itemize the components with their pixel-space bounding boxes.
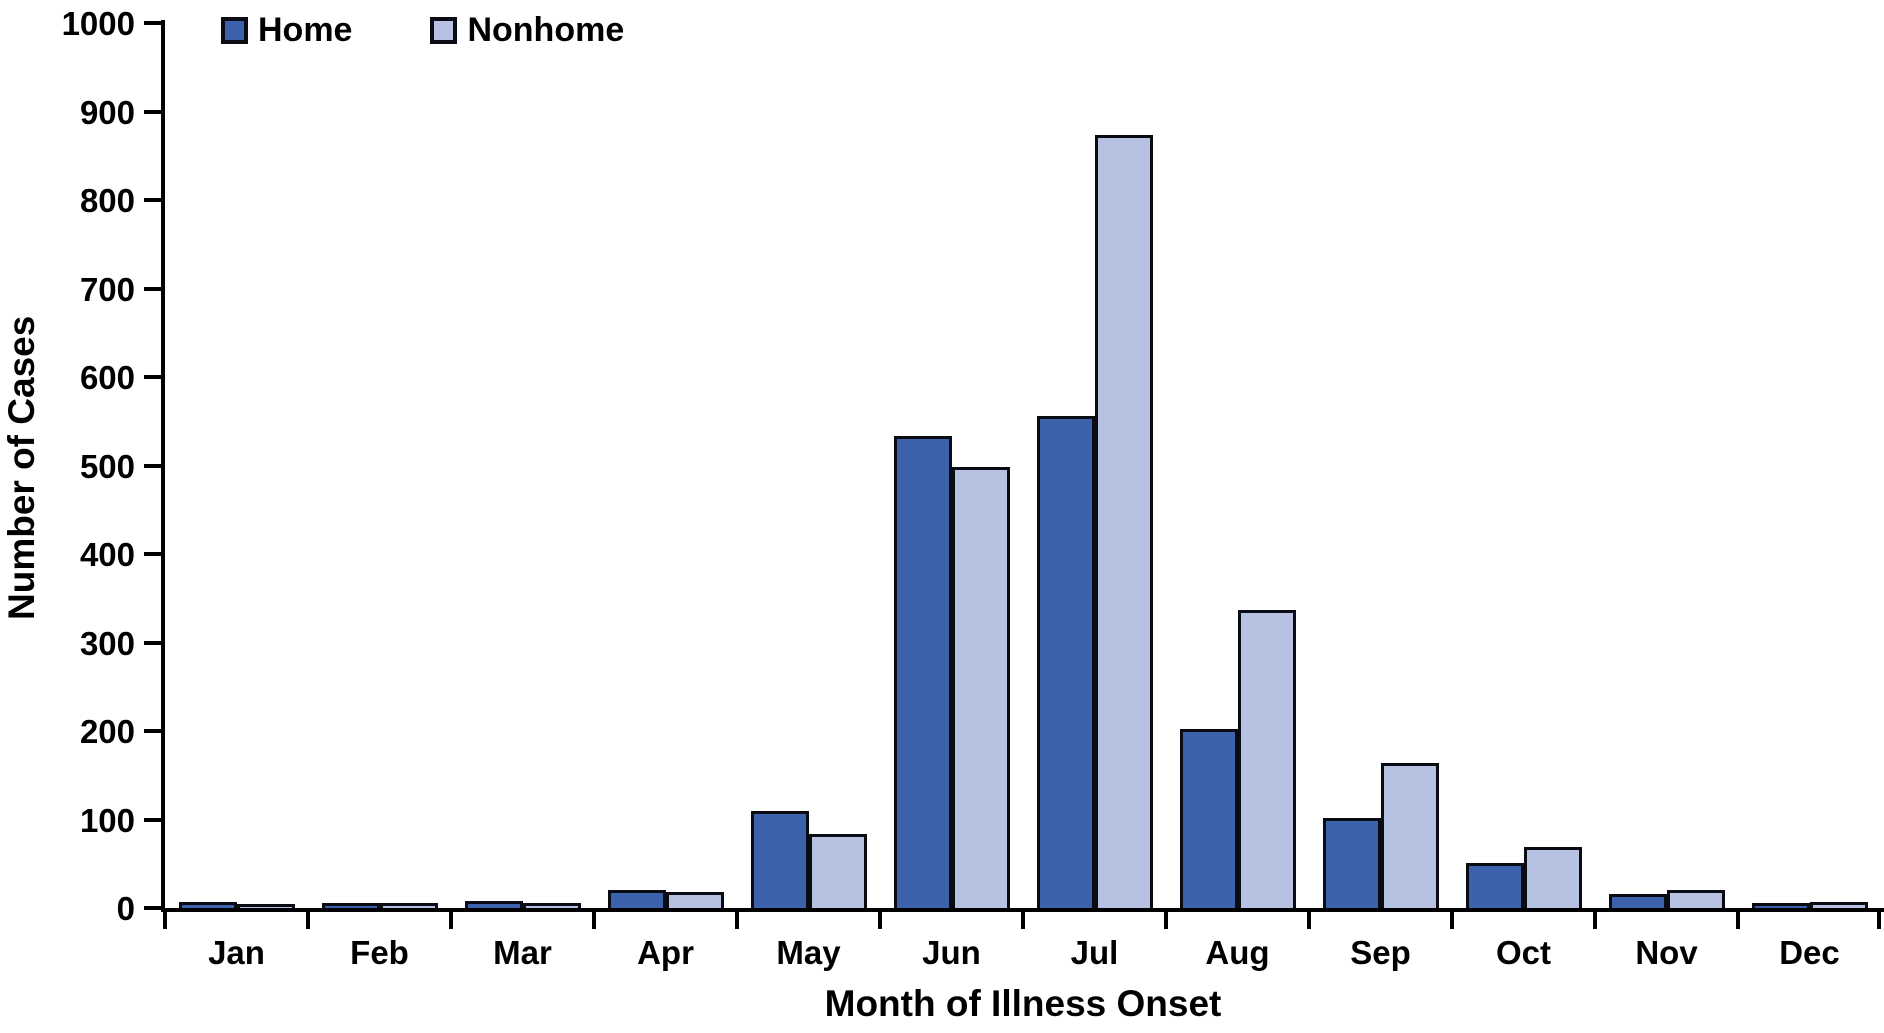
y-tick-label-900: 900 (79, 93, 135, 131)
x-category-label-oct: Oct (1495, 934, 1551, 971)
x-tick-5 (878, 912, 882, 929)
y-tick-1000 (144, 21, 161, 25)
y-tick-400 (144, 552, 161, 556)
y-tick-label-0: 0 (116, 890, 135, 927)
x-category-label-sep: Sep (1350, 934, 1411, 971)
bar-nonhome-dec (1809, 902, 1868, 908)
y-tick-0 (144, 906, 161, 910)
y-tick-300 (144, 640, 161, 645)
bar-nonhome-oct (1523, 847, 1582, 908)
x-category-label-aug: Aug (1205, 934, 1270, 971)
x-tick-7 (1164, 912, 1168, 929)
y-tick-label-800: 800 (79, 182, 135, 219)
legend-item-home: Home (221, 13, 352, 47)
legend-item-nonhome: Nonhome (430, 13, 624, 47)
y-tick-600 (144, 375, 161, 379)
bar-home-may (750, 811, 809, 908)
y-tick-500 (144, 463, 161, 468)
x-tick-11 (1736, 912, 1740, 929)
bar-nonhome-may (808, 834, 867, 908)
plot-area: 0 100 200 300 400 500 600 700 800 900 1000 (62, 7, 1884, 929)
x-category-label-feb: Feb (350, 934, 409, 971)
x-tick-9 (1450, 912, 1454, 929)
x-tick-10 (1593, 912, 1597, 929)
x-tick-6 (1021, 912, 1025, 929)
x-category-label-apr: Apr (637, 934, 694, 971)
x-tick-3 (592, 912, 596, 929)
y-tick-900 (144, 109, 161, 114)
bar-nonhome-jan (236, 904, 295, 908)
x-tick-1 (306, 912, 310, 929)
bar-nonhome-aug (1237, 610, 1296, 908)
x-category-label-jun: Jun (922, 934, 981, 971)
bar-nonhome-nov (1666, 890, 1725, 908)
y-tick-label-700: 700 (79, 270, 135, 308)
x-category-label-jan: Jan (208, 934, 265, 971)
bar-nonhome-sep (1380, 763, 1439, 908)
y-tick-label-300: 300 (79, 624, 135, 662)
home-series-swatch-icon (221, 16, 248, 44)
y-tick-700 (144, 286, 161, 291)
legend-label-nonhome: Nonhome (467, 11, 625, 49)
y-tick-label-500: 500 (79, 447, 135, 485)
nonhome-series-swatch-icon (430, 16, 458, 44)
x-category-label-nov: Nov (1635, 934, 1698, 971)
bar-home-mar (464, 901, 523, 908)
y-tick-label-100: 100 (79, 801, 135, 839)
x-category-label-dec: Dec (1779, 934, 1840, 971)
y-tick-label-400: 400 (79, 536, 135, 573)
x-category-label-mar: Mar (493, 934, 552, 971)
y-tick-label-200: 200 (79, 713, 135, 750)
x-tick-2 (449, 912, 453, 929)
y-axis-line (161, 20, 165, 912)
bar-home-feb (321, 903, 380, 908)
bar-home-sep (1322, 818, 1381, 908)
bar-nonhome-feb (379, 903, 438, 908)
legend-label-home: Home (258, 11, 353, 49)
x-tick-12 (1877, 912, 1881, 929)
y-tick-label-1000: 1000 (61, 5, 135, 42)
bar-home-jun (893, 436, 952, 908)
bar-nonhome-mar (522, 903, 581, 908)
bar-home-apr (607, 890, 666, 908)
bar-home-dec (1751, 903, 1810, 908)
bar-home-jul (1036, 416, 1095, 908)
x-tick-0 (163, 912, 167, 929)
bar-home-nov (1608, 894, 1667, 908)
x-tick-4 (735, 912, 739, 929)
y-tick-200 (144, 729, 161, 733)
y-tick-100 (144, 817, 161, 822)
bar-home-aug (1179, 729, 1238, 908)
y-tick-label-600: 600 (79, 359, 135, 396)
x-axis-line (161, 908, 1884, 912)
legend: Home Nonhome (221, 13, 624, 47)
bar-nonhome-jul (1094, 135, 1153, 908)
y-tick-800 (144, 198, 161, 202)
x-tick-8 (1307, 912, 1311, 929)
x-category-label-jul: Jul (1070, 934, 1119, 971)
bar-nonhome-jun (951, 467, 1010, 908)
bar-nonhome-apr (665, 892, 724, 908)
x-category-label-may: May (776, 934, 841, 971)
x-axis-title: Month of Illness Onset (824, 983, 1222, 1024)
bar-home-oct (1465, 863, 1524, 908)
bar-home-jan (178, 902, 237, 908)
